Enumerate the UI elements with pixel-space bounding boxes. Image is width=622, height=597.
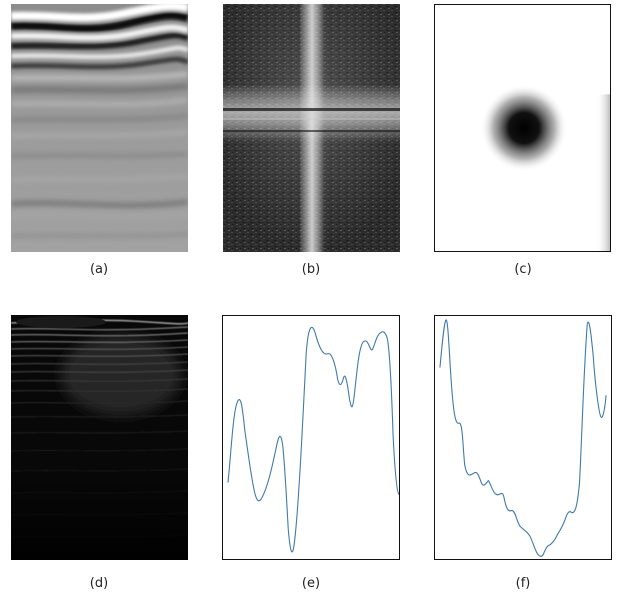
caption-c: (c) [514, 262, 532, 277]
caption-b: (b) [301, 262, 321, 277]
panel-e-line-plot [222, 315, 400, 560]
caption-d: (d) [89, 576, 109, 591]
panel-f-series-line [439, 319, 607, 557]
caption-a: (a) [89, 262, 109, 277]
panel-a-image [11, 4, 188, 252]
panel-e-series-line [227, 326, 399, 553]
caption-f: (f) [515, 576, 531, 591]
caption-e: (e) [301, 576, 321, 591]
panel-b-spectrum [223, 4, 400, 252]
panel-f-line-plot [434, 315, 612, 560]
panel-c-gaussian [434, 4, 611, 252]
panel-d-image [11, 315, 188, 560]
